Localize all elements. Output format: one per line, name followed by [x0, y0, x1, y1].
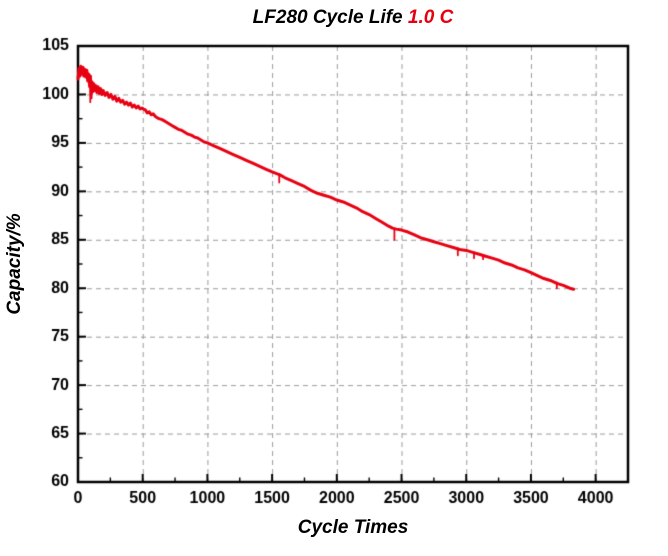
chart-title: LF280 Cycle Life 1.0 C: [78, 7, 628, 29]
chart-title-main: LF280 Cycle Life: [252, 7, 403, 28]
y-axis-label: Capacity/%: [4, 213, 25, 315]
chart-title-highlight: 1.0 C: [407, 7, 454, 28]
x-axis-label: Cycle Times: [297, 517, 409, 538]
